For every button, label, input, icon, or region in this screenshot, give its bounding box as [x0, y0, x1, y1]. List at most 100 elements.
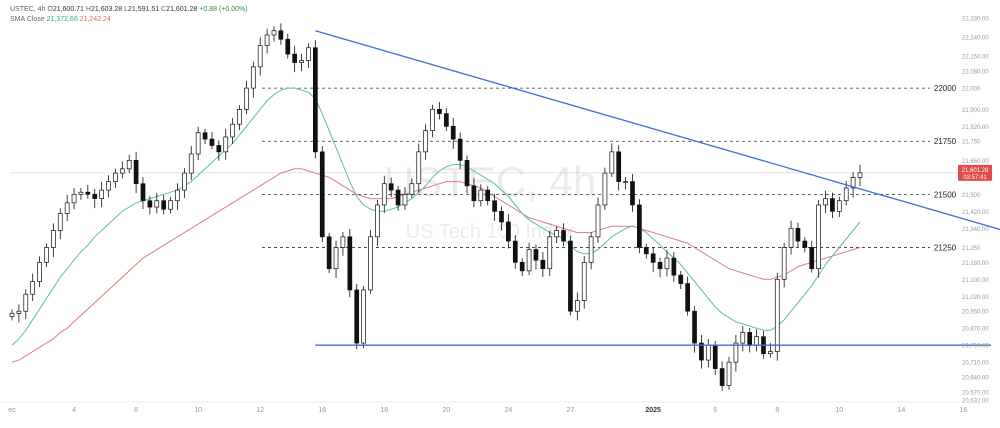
candle-body: [733, 342, 739, 363]
y-tick-label: 21,100.00: [962, 278, 989, 284]
x-tick-label: 10: [194, 407, 202, 414]
candle-body: [464, 159, 470, 187]
candle-body: [37, 261, 42, 282]
x-tick-label: 6: [713, 407, 717, 414]
candle-body: [119, 168, 125, 174]
candle-body: [574, 300, 580, 312]
x-tick-label: 20: [442, 407, 450, 414]
candle-body: [768, 351, 773, 355]
candle-body: [409, 183, 415, 195]
change-value: +0.88 (+0.00%): [199, 6, 248, 13]
y-tick-label: 20,950.00: [962, 310, 989, 316]
level-label-21250: 21250: [934, 243, 957, 252]
candle-body: [347, 236, 353, 291]
candle-body: [809, 247, 815, 270]
sma-slow-value: 21,242.24: [79, 16, 111, 23]
open-label: O: [47, 6, 53, 13]
candle-body: [526, 249, 532, 272]
candle-body: [154, 200, 160, 208]
candle-body: [512, 240, 518, 263]
x-tick-label: 16: [960, 407, 968, 414]
candle-body: [23, 293, 29, 312]
candle-body: [147, 200, 153, 208]
candle-body: [823, 198, 828, 206]
candle-body: [333, 247, 339, 270]
candle-body: [278, 30, 284, 40]
candle-body: [671, 257, 677, 276]
candle-body: [643, 247, 649, 255]
high-label: H: [85, 6, 91, 13]
candle-body: [595, 204, 601, 238]
y-tick-label: 22,330.00: [962, 17, 989, 23]
candle-body: [292, 53, 298, 63]
candle-body: [719, 368, 725, 386]
candle-body: [830, 198, 835, 212]
time-axis[interactable]: ec4610121618202427202568101416182224: [0, 401, 1000, 414]
candle-body: [657, 261, 663, 270]
candle-body: [492, 200, 497, 212]
candle-body: [443, 113, 449, 127]
x-tick-label: 14: [897, 407, 905, 414]
candle-body: [712, 344, 718, 369]
candle-body: [133, 159, 139, 185]
price-axis[interactable]: 22,330.00 22,240.00 22,150.00 22,080.00 22,0…: [958, 17, 992, 405]
y-tick-label: 20,870.00: [962, 327, 989, 333]
chart-legend: USTEC, 4h O21,600.71 H21,603.28 L21,591.…: [10, 5, 248, 25]
sma-line: SMA Close 21,372.66 21,242.24: [10, 15, 248, 25]
candle-body: [175, 189, 180, 202]
x-tick-label: 27: [567, 407, 575, 414]
candle-body: [726, 361, 732, 386]
candle-body: [319, 151, 325, 238]
candle-body: [747, 332, 753, 346]
level-label-21500: 21500: [934, 190, 957, 199]
candle-body: [740, 332, 746, 344]
y-tick-label: 21,750: [962, 140, 981, 146]
y-tick-label: 20,570.00: [962, 390, 989, 396]
candle-body: [326, 236, 332, 270]
trendlines[interactable]: [315, 30, 1000, 346]
candle-body: [230, 123, 235, 138]
candle-body: [306, 47, 311, 61]
candle-body: [271, 30, 277, 36]
y-tick-label: 21,250: [962, 246, 981, 252]
candle-body: [616, 151, 622, 182]
candle-body: [264, 34, 270, 46]
y-tick-label: 21,660.00: [962, 159, 989, 165]
x-tick-label: 4: [72, 407, 76, 414]
y-tick-label: 21,180.00: [962, 261, 989, 267]
candle-body: [485, 189, 491, 202]
candle-body: [850, 176, 856, 189]
candle-body: [168, 200, 173, 210]
sma-fast-line: [11, 87, 861, 346]
candle-body: [754, 336, 759, 346]
price-tag-value: 21,601.28: [962, 168, 989, 174]
candle-body: [478, 189, 484, 202]
candle-body: [423, 130, 429, 153]
candle-body: [381, 183, 387, 206]
x-tick-label: 2025: [645, 407, 661, 414]
candle-body: [450, 126, 456, 140]
candle-body: [457, 138, 463, 161]
candle-body: [781, 247, 787, 280]
candle-body: [395, 189, 401, 206]
candle-body: [113, 172, 118, 182]
x-tick-label: 12: [256, 407, 264, 414]
candle-body: [802, 240, 808, 248]
moving-averages: [11, 87, 861, 363]
candle-body: [92, 193, 98, 199]
candle-body: [705, 344, 711, 361]
candle-body: [788, 227, 794, 248]
candle-body: [51, 230, 56, 248]
candle-body: [630, 181, 635, 206]
candle-body: [340, 236, 346, 248]
x-tick-label: 8: [775, 407, 779, 414]
candle-body: [581, 261, 587, 301]
level-lines: 22000 21750 21500 21250: [10, 84, 958, 252]
y-tick-label: 21,420.00: [962, 210, 989, 216]
candle-body: [361, 289, 366, 344]
y-tick-label: 21,900.00: [962, 108, 989, 114]
candle-body: [540, 259, 546, 270]
candle-body: [388, 183, 394, 191]
candle-body: [161, 200, 167, 210]
